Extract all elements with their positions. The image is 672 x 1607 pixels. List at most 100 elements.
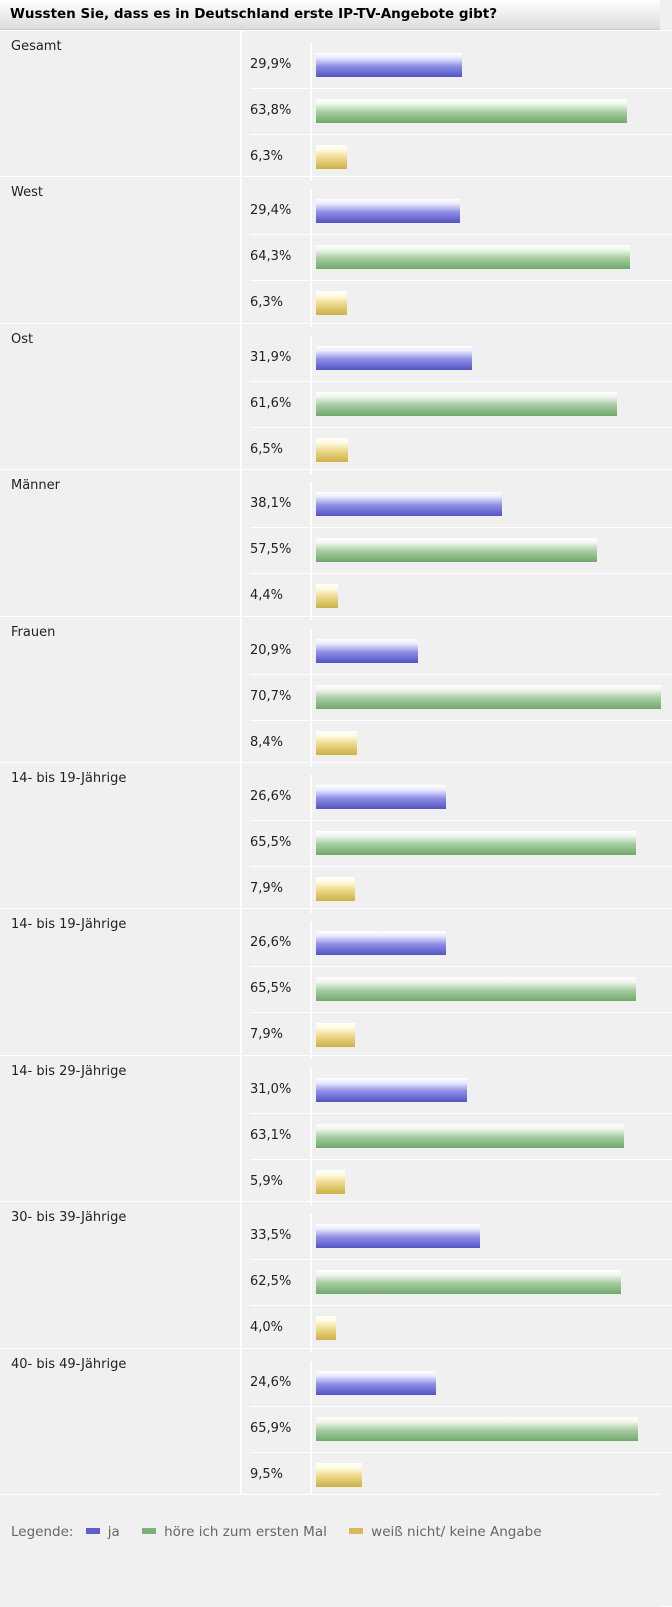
data-label: 7,9% — [250, 1027, 284, 1043]
group-label: 14- bis 19-Jährige — [11, 771, 127, 786]
bar-row: 24,6% — [250, 1360, 672, 1407]
value-divider — [310, 135, 312, 181]
bar-row: 33,5% — [250, 1214, 672, 1261]
bar-weiss — [316, 584, 338, 609]
data-label: 6,3% — [250, 295, 284, 311]
bar-neu — [316, 977, 636, 1002]
bar-row: 6,3% — [250, 135, 672, 181]
group: West 29,4% 64,3% 6,3% — [0, 176, 672, 328]
group: Ost 31,9% 61,6% 6,5% — [0, 322, 672, 474]
row-separator — [250, 673, 672, 675]
data-label: 38,1% — [250, 496, 292, 512]
group: Frauen 20,9% 70,7% 8,4% — [0, 615, 672, 767]
group: 14- bis 29-Jährige 31,0% 63,1% 5,9% — [0, 1054, 672, 1206]
data-label: 24,6% — [250, 1374, 292, 1390]
bar-weiss — [316, 877, 355, 901]
value-divider — [310, 674, 312, 721]
bar-ja — [316, 53, 462, 77]
data-label: 65,5% — [250, 981, 292, 997]
legend-swatch-ja — [85, 1528, 100, 1534]
data-label: 62,5% — [250, 1274, 292, 1290]
bar-row: 38,1% — [250, 482, 672, 529]
value-divider — [310, 1113, 312, 1160]
row-separator — [250, 1012, 672, 1014]
chart-title: Wussten Sie, dass es in Deutschland erst… — [0, 0, 660, 30]
column-divider — [240, 763, 242, 909]
data-label: 61,6% — [250, 395, 292, 411]
value-divider — [310, 1214, 312, 1261]
bar-row: 29,9% — [250, 43, 672, 89]
row-separator — [250, 719, 672, 721]
group: Männer 38,1% 57,5% 4,4% — [0, 469, 672, 621]
data-label: 9,5% — [250, 1466, 284, 1482]
bar-row: 64,3% — [250, 235, 672, 282]
row-separator — [250, 820, 672, 821]
bar-row: 63,8% — [250, 89, 672, 135]
data-label: 64,3% — [250, 249, 292, 265]
column-divider — [240, 1202, 242, 1348]
row-separator — [250, 380, 672, 382]
legend: Legende: ja höre ich zum ersten Mal weiß… — [0, 1494, 660, 1607]
value-divider — [310, 335, 312, 382]
legend-entry-weiss: weiß nicht/ keine Angabe — [371, 1524, 542, 1540]
data-label: 31,9% — [250, 349, 292, 365]
bar-row: 65,5% — [250, 967, 672, 1014]
column-divider — [240, 909, 242, 1055]
bar-neu — [316, 1416, 638, 1441]
row-separator — [250, 426, 672, 428]
group-label: Frauen — [11, 624, 56, 640]
data-label: 8,4% — [250, 734, 284, 750]
group: 30- bis 39-Jährige 33,5% 62,5% 4,0% — [0, 1201, 672, 1353]
row-separator — [250, 134, 672, 135]
data-label: 70,7% — [250, 688, 292, 704]
bar-row: 4,4% — [250, 574, 672, 621]
group: 40- bis 49-Jährige 24,6% 65,9% 9,5% — [0, 1347, 672, 1499]
bar-neu — [316, 391, 617, 416]
bar-row: 61,6% — [250, 381, 672, 428]
column-divider — [240, 177, 242, 323]
bar-row: 7,9% — [250, 1013, 672, 1060]
bar-ja — [316, 1370, 436, 1395]
value-divider — [310, 1360, 312, 1407]
row-separator — [250, 1112, 672, 1114]
data-label: 31,0% — [250, 1081, 292, 1097]
value-divider — [310, 628, 312, 675]
bar-ja — [316, 785, 446, 809]
bar-row: 63,1% — [250, 1113, 672, 1160]
bar-weiss — [316, 1316, 336, 1341]
row-separator — [250, 88, 672, 89]
value-divider — [310, 1306, 312, 1353]
bar-row: 65,5% — [250, 821, 672, 867]
value-divider — [310, 281, 312, 328]
bar-weiss — [316, 437, 348, 462]
row-separator — [250, 1305, 672, 1307]
group: 14- bis 19-Jährige 26,6% 65,5% 7,9% — [0, 762, 672, 913]
bar-row: 4,0% — [250, 1306, 672, 1353]
data-label: 6,3% — [250, 149, 284, 164]
data-label: 57,5% — [250, 542, 292, 558]
data-label: 29,4% — [250, 203, 292, 219]
group-label: Ost — [11, 331, 34, 347]
bar-neu — [316, 538, 597, 563]
bar-row: 29,4% — [250, 189, 672, 236]
data-label: 20,9% — [250, 642, 292, 658]
value-divider — [310, 381, 312, 428]
bar-neu — [316, 1123, 624, 1148]
bar-row: 6,5% — [250, 427, 672, 474]
row-separator — [250, 1259, 672, 1261]
row-separator — [250, 527, 672, 529]
bar-neu — [316, 831, 636, 855]
row-separator — [250, 866, 672, 867]
bar-row: 5,9% — [250, 1159, 672, 1206]
data-label: 65,5% — [250, 835, 292, 850]
legend-swatch-neu — [142, 1528, 157, 1534]
data-label: 4,0% — [250, 1320, 284, 1336]
value-divider — [310, 43, 312, 89]
bar-neu — [316, 684, 661, 709]
bar-row: 70,7% — [250, 674, 672, 721]
bar-row: 9,5% — [250, 1452, 672, 1499]
data-label: 29,9% — [250, 57, 292, 72]
row-separator — [250, 1405, 672, 1407]
bar-row: 57,5% — [250, 528, 672, 575]
